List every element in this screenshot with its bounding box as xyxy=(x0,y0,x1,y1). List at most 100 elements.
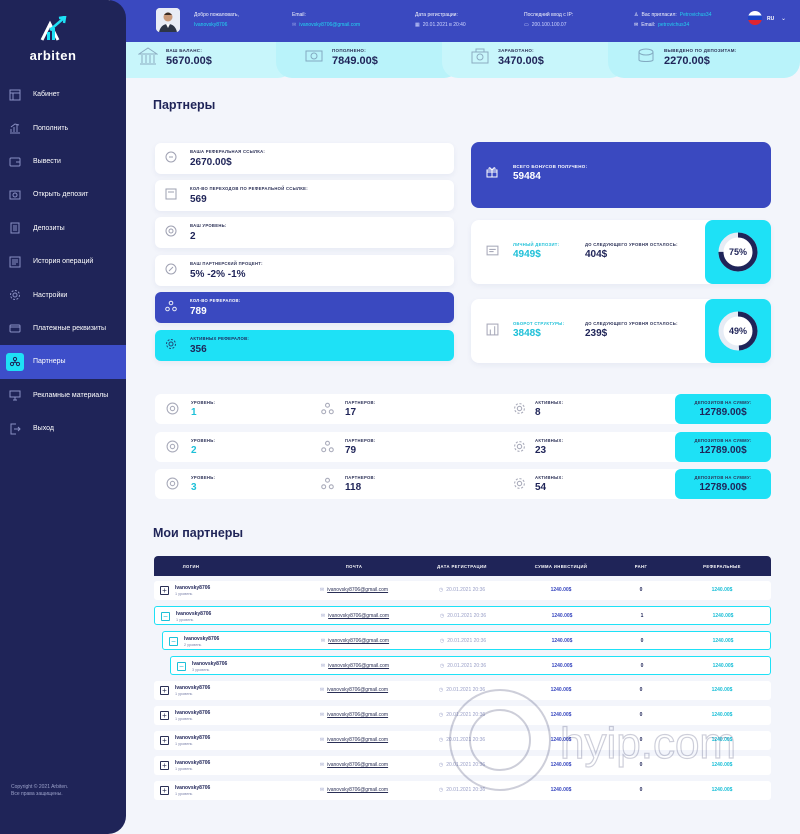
collapse-icon[interactable]: − xyxy=(169,637,178,646)
table-row[interactable]: + Ivanovsky8706 1 уровень ✉ ivanovsky8706… xyxy=(154,681,771,700)
expand-icon[interactable]: + xyxy=(160,686,169,695)
inviter-name[interactable]: Petrovichus34 xyxy=(679,12,712,18)
sidebar-item-partners[interactable]: Партнеры xyxy=(0,345,126,379)
row-referral: 1240.00$ xyxy=(712,663,734,669)
active-col: АКТИВНЫХ: 54 xyxy=(535,475,563,493)
level-row: УРОВЕНЬ: 2 ПАРТНЕРОВ: 79 АКТИВНЫХ: 23 ДЕПОЗ… xyxy=(155,432,771,462)
table-row[interactable]: + Ivanovsky8706 1 уровень ✉ ivanovsky8706… xyxy=(154,781,771,800)
column-header-rank[interactable]: РАНГ xyxy=(634,564,648,569)
bank-icon xyxy=(471,48,489,64)
row-date-cell: ◷ 20.01.2021 20:36 xyxy=(440,613,486,619)
sidebar-item-label: Пополнить xyxy=(33,124,69,132)
expand-icon[interactable]: + xyxy=(160,786,169,795)
sidebar-item-settings[interactable]: Настройки xyxy=(0,278,126,311)
sidebar-item-promo[interactable]: Рекламные материалы xyxy=(0,379,126,412)
active-value: 23 xyxy=(535,445,547,456)
table-row[interactable]: + Ivanovsky8706 1 уровень ✉ ivanovsky8706… xyxy=(154,731,771,750)
row-rank: 0 xyxy=(640,638,644,644)
inviter-email[interactable]: petrovichus34 xyxy=(658,22,690,28)
sidebar-item-payment-details[interactable]: Платежные реквизиты xyxy=(0,312,126,345)
column-header-date[interactable]: ДАТА РЕГИСТРАЦИИ xyxy=(437,564,487,569)
sidebar-item-deposits[interactable]: Депозиты xyxy=(0,212,126,245)
deposits-icon xyxy=(8,221,22,235)
collapse-icon[interactable]: − xyxy=(177,662,186,671)
gear-icon xyxy=(514,403,525,414)
gear-icon xyxy=(514,441,525,452)
expand-icon[interactable]: + xyxy=(160,761,169,770)
column-header-referral[interactable]: РЕФЕРАЛЬНЫЕ xyxy=(703,564,741,569)
row-email-cell: ✉ ivanovsky8706@gmail.com xyxy=(320,787,388,793)
card-icon xyxy=(8,321,22,335)
ref-link-card[interactable]: ВАША РЕФЕРАЛЬНАЯ ССЫЛКА: 2670.00$ xyxy=(155,143,454,174)
partners-value: 118 xyxy=(345,482,362,493)
table-row[interactable]: + Ivanovsky8706 1 уровень ✉ ivanovsky8706… xyxy=(154,581,771,600)
row-level: 1 уровень xyxy=(175,742,193,746)
row-email-cell: ✉ ivanovsky8706@gmail.com xyxy=(321,638,389,644)
row-date-cell: ◷ 20.01.2021 20:36 xyxy=(439,587,485,593)
russia-flag-icon[interactable] xyxy=(748,11,762,25)
row-email-cell: ✉ ivanovsky8706@gmail.com xyxy=(320,687,388,693)
sidebar-item-history[interactable]: История операций xyxy=(0,245,126,278)
sidebar-item-withdraw[interactable]: Вывести xyxy=(0,145,126,178)
row-email[interactable]: ivanovsky8706@gmail.com xyxy=(327,762,389,768)
stat-value: 5670.00$ xyxy=(166,55,212,67)
collapse-icon[interactable]: − xyxy=(161,612,170,621)
stat-label: ПОПОЛНЕНО: xyxy=(332,48,367,53)
stat-value: 2270.00$ xyxy=(664,55,710,67)
column-header-email[interactable]: ПОЧТА xyxy=(345,564,363,569)
language-selector[interactable]: RU xyxy=(767,16,775,22)
row-email[interactable]: ivanovsky8706@gmail.com xyxy=(327,737,389,743)
row-email[interactable]: ivanovsky8706@gmail.com xyxy=(328,663,390,669)
row-email[interactable]: ivanovsky8706@gmail.com xyxy=(328,613,390,619)
deposits-value: 12789.00$ xyxy=(699,482,747,493)
avatar[interactable] xyxy=(156,8,180,32)
row-referral: 1240.00$ xyxy=(711,737,733,743)
mail-icon: ✉ xyxy=(634,22,639,28)
sidebar-item-deposit-funds[interactable]: Пополнить xyxy=(0,111,126,144)
remaining-label: ДО СЛЕДУЮЩЕГО УРОВНЯ ОСТАЛОСЬ: xyxy=(585,242,678,247)
partners-title: Партнеры xyxy=(153,98,216,112)
column-header-investment[interactable]: СУММА ИНВЕСТИЦИЙ xyxy=(534,564,588,569)
expand-icon[interactable]: + xyxy=(160,711,169,720)
table-row[interactable]: + Ivanovsky8706 1 уровень ✉ ivanovsky8706… xyxy=(154,756,771,775)
sidebar-item-cabinet[interactable]: Кабинет xyxy=(0,78,126,111)
partners-icon xyxy=(6,352,24,371)
row-referral: 1240.00$ xyxy=(711,762,733,768)
mail-icon: ✉ xyxy=(320,613,326,619)
chevron-down-icon[interactable]: ⌄ xyxy=(781,16,787,22)
row-email[interactable]: ivanovsky8706@gmail.com xyxy=(327,687,389,693)
table-row[interactable]: − Ivanovsky8706 3 уровень ✉ ivanovsky8706… xyxy=(170,656,771,675)
mail-icon: ✉ xyxy=(319,712,325,718)
row-level: 1 уровень xyxy=(175,792,193,796)
progress-ring-chart xyxy=(718,311,758,351)
percent-card: ВАШ ПАРТНЕРСКИЙ ПРОЦЕНТ: 5% -2% -1% xyxy=(155,255,454,286)
brand-name: arbiten xyxy=(29,48,77,63)
sidebar-item-label: Открыть депозит xyxy=(33,191,89,199)
wallet-icon xyxy=(8,154,22,168)
logo[interactable]: arbiten xyxy=(13,15,93,63)
table-row[interactable]: − Ivanovsky8706 2 уровень ✉ ivanovsky8706… xyxy=(162,631,771,650)
sidebar-item-open-deposit[interactable]: Открыть депозит xyxy=(0,178,126,211)
sidebar-item-logout[interactable]: Выход xyxy=(0,412,126,445)
table-row[interactable]: + Ivanovsky8706 1 уровень ✉ ivanovsky8706… xyxy=(154,706,771,725)
expand-icon[interactable]: + xyxy=(160,586,169,595)
level-row: УРОВЕНЬ: 1 ПАРТНЕРОВ: 17 АКТИВНЫХ: 8 ДЕПОЗИ… xyxy=(155,394,771,424)
user-email[interactable]: ivanovsky8706@gmail.com xyxy=(299,22,361,28)
referrals-count-card: КОЛ-ВО РЕФЕРАЛОВ: 789 xyxy=(155,292,454,323)
stat-balance: ВАШ БАЛАНС: 5670.00$ xyxy=(110,40,294,78)
cash-icon xyxy=(305,50,323,62)
row-email[interactable]: ivanovsky8706@gmail.com xyxy=(328,638,390,644)
table-row[interactable]: − Ivanovsky8706 1 уровень ✉ ivanovsky8706… xyxy=(154,606,771,625)
clock-icon: ◷ xyxy=(438,762,444,768)
column-header-login[interactable]: ЛОГИН xyxy=(182,564,200,569)
sidebar-item-label: Платежные реквизиты xyxy=(33,324,107,332)
row-email[interactable]: ivanovsky8706@gmail.com xyxy=(327,787,389,793)
welcome-label: Добро пожаловать, xyxy=(194,12,239,18)
stat-deposited: ПОПОЛНЕНО: 7849.00$ xyxy=(276,40,460,78)
partners-label: ПАРТНЕРОВ: xyxy=(345,475,376,480)
row-email[interactable]: ivanovsky8706@gmail.com xyxy=(327,587,389,593)
row-email[interactable]: ivanovsky8706@gmail.com xyxy=(327,712,389,718)
clock-icon: ◷ xyxy=(438,787,444,793)
username[interactable]: Ivanovsky8706 xyxy=(194,22,228,28)
expand-icon[interactable]: + xyxy=(160,736,169,745)
